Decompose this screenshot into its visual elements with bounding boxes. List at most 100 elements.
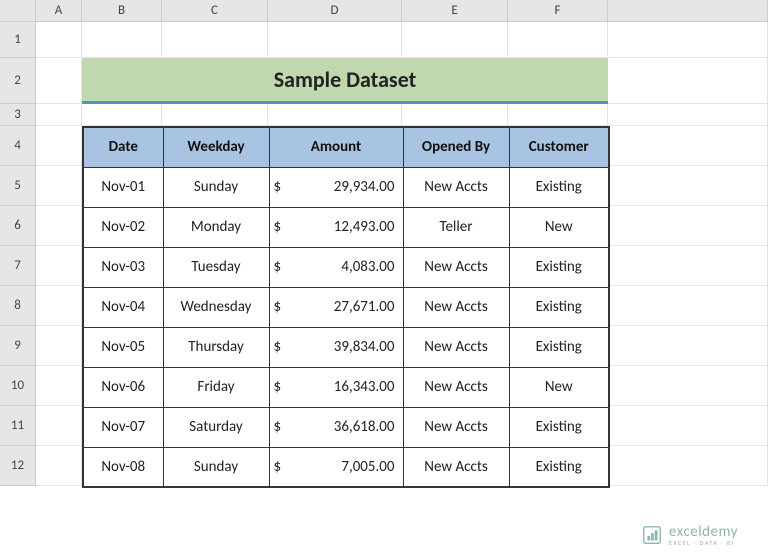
- cell-customer[interactable]: Existing: [509, 447, 609, 487]
- cell[interactable]: [36, 286, 82, 326]
- cell-date[interactable]: Nov-02: [83, 207, 163, 247]
- cell-opened-by[interactable]: New Accts: [403, 287, 509, 327]
- amount-value: 39,834.00: [334, 338, 395, 356]
- cell[interactable]: [36, 166, 82, 206]
- table-row: Nov-02Monday$12,493.00TellerNew: [83, 207, 609, 247]
- cell-date[interactable]: Nov-07: [83, 407, 163, 447]
- cell-customer[interactable]: Existing: [509, 167, 609, 207]
- cell-amount[interactable]: $16,343.00: [269, 367, 403, 407]
- cell-opened-by[interactable]: New Accts: [403, 447, 509, 487]
- cell[interactable]: [36, 246, 82, 286]
- cell[interactable]: [608, 166, 768, 206]
- cell-weekday[interactable]: Wednesday: [163, 287, 269, 327]
- row-header-8[interactable]: 8: [0, 286, 36, 326]
- column-header-F[interactable]: F: [508, 0, 608, 21]
- cell-amount[interactable]: $36,618.00: [269, 407, 403, 447]
- row-header-11[interactable]: 11: [0, 406, 36, 446]
- row-header-5[interactable]: 5: [0, 166, 36, 206]
- cell-weekday[interactable]: Sunday: [163, 447, 269, 487]
- cell-customer[interactable]: Existing: [509, 247, 609, 287]
- cell[interactable]: [608, 246, 768, 286]
- column-header-E[interactable]: E: [402, 0, 508, 21]
- cell-amount[interactable]: $12,493.00: [269, 207, 403, 247]
- cell-customer[interactable]: Existing: [509, 407, 609, 447]
- cell[interactable]: [82, 104, 162, 126]
- cell[interactable]: [36, 366, 82, 406]
- column-header-D[interactable]: D: [268, 0, 402, 21]
- cell[interactable]: [36, 104, 82, 126]
- cell-customer[interactable]: New: [509, 367, 609, 407]
- cell-weekday[interactable]: Monday: [163, 207, 269, 247]
- cell[interactable]: [268, 104, 402, 126]
- column-header-B[interactable]: B: [82, 0, 162, 21]
- row-header-10[interactable]: 10: [0, 366, 36, 406]
- cell-weekday[interactable]: Sunday: [163, 167, 269, 207]
- table-header-date[interactable]: Date: [83, 127, 163, 167]
- cell-amount[interactable]: $7,005.00: [269, 447, 403, 487]
- cell[interactable]: [268, 22, 402, 58]
- cell-opened-by[interactable]: New Accts: [403, 167, 509, 207]
- row-header-1[interactable]: 1: [0, 22, 36, 58]
- cell-weekday[interactable]: Tuesday: [163, 247, 269, 287]
- cell-date[interactable]: Nov-03: [83, 247, 163, 287]
- table-header-opened-by[interactable]: Opened By: [403, 127, 509, 167]
- table-header-customer[interactable]: Customer: [509, 127, 609, 167]
- table-header-weekday[interactable]: Weekday: [163, 127, 269, 167]
- cell[interactable]: [36, 22, 82, 58]
- cell-customer[interactable]: New: [509, 207, 609, 247]
- cell-amount[interactable]: $39,834.00: [269, 327, 403, 367]
- cell-opened-by[interactable]: New Accts: [403, 327, 509, 367]
- cell[interactable]: [82, 22, 162, 58]
- row-header-4[interactable]: 4: [0, 126, 36, 166]
- cell[interactable]: [36, 206, 82, 246]
- cell[interactable]: [608, 286, 768, 326]
- cell-customer[interactable]: Existing: [509, 327, 609, 367]
- cell-opened-by[interactable]: New Accts: [403, 247, 509, 287]
- cell[interactable]: [608, 206, 768, 246]
- cell[interactable]: [36, 406, 82, 446]
- column-header-C[interactable]: C: [162, 0, 268, 21]
- column-header-A[interactable]: A: [36, 0, 82, 21]
- cell[interactable]: [608, 366, 768, 406]
- cell[interactable]: [162, 22, 268, 58]
- cell[interactable]: [162, 104, 268, 126]
- row-header-12[interactable]: 12: [0, 446, 36, 486]
- cell-weekday[interactable]: Friday: [163, 367, 269, 407]
- cell-weekday[interactable]: Thursday: [163, 327, 269, 367]
- cell-opened-by[interactable]: Teller: [403, 207, 509, 247]
- cell-opened-by[interactable]: New Accts: [403, 407, 509, 447]
- cell[interactable]: [508, 104, 608, 126]
- cell[interactable]: [608, 58, 768, 104]
- select-all-corner[interactable]: [0, 0, 36, 21]
- cell[interactable]: [36, 126, 82, 166]
- cell[interactable]: [608, 446, 768, 486]
- cell[interactable]: [608, 126, 768, 166]
- row-header-3[interactable]: 3: [0, 104, 36, 126]
- cell[interactable]: [508, 22, 608, 58]
- row-header-7[interactable]: 7: [0, 246, 36, 286]
- cell[interactable]: [608, 326, 768, 366]
- cell-weekday[interactable]: Saturday: [163, 407, 269, 447]
- row-header-6[interactable]: 6: [0, 206, 36, 246]
- cell[interactable]: [36, 58, 82, 104]
- cell[interactable]: [402, 22, 508, 58]
- cell[interactable]: [608, 22, 768, 58]
- cell[interactable]: [36, 446, 82, 486]
- cell-date[interactable]: Nov-05: [83, 327, 163, 367]
- cell-amount[interactable]: $4,083.00: [269, 247, 403, 287]
- table-header-amount[interactable]: Amount: [269, 127, 403, 167]
- cell-date[interactable]: Nov-04: [83, 287, 163, 327]
- cell-customer[interactable]: Existing: [509, 287, 609, 327]
- cell-opened-by[interactable]: New Accts: [403, 367, 509, 407]
- cell-date[interactable]: Nov-08: [83, 447, 163, 487]
- row-header-9[interactable]: 9: [0, 326, 36, 366]
- cell[interactable]: [402, 104, 508, 126]
- cell[interactable]: [36, 326, 82, 366]
- cell[interactable]: [608, 406, 768, 446]
- row-header-2[interactable]: 2: [0, 58, 36, 104]
- cell-amount[interactable]: $27,671.00: [269, 287, 403, 327]
- cell-date[interactable]: Nov-06: [83, 367, 163, 407]
- cell[interactable]: [608, 104, 768, 126]
- cell-date[interactable]: Nov-01: [83, 167, 163, 207]
- cell-amount[interactable]: $29,934.00: [269, 167, 403, 207]
